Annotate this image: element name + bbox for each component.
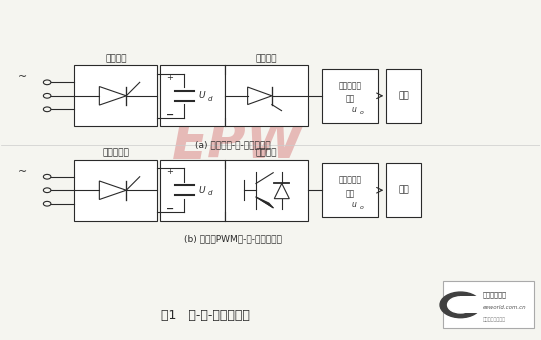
Text: 单相或三相: 单相或三相 — [338, 81, 361, 90]
Text: o: o — [360, 110, 364, 115]
Text: 不可控整流: 不可控整流 — [102, 149, 129, 158]
Text: +: + — [167, 167, 173, 176]
Bar — [460, 296, 482, 313]
Text: 逆变电路: 逆变电路 — [256, 54, 277, 63]
Text: eeworld.com.cn: eeworld.com.cn — [483, 305, 527, 310]
Bar — [322, 69, 378, 123]
Bar — [225, 160, 308, 221]
Text: 领先电子设计工具: 领先电子设计工具 — [483, 317, 506, 322]
Text: 电子工程世界: 电子工程世界 — [483, 291, 507, 298]
Bar — [386, 69, 421, 123]
Text: u: u — [352, 105, 357, 115]
Text: 可控整流: 可控整流 — [105, 54, 127, 63]
Bar — [160, 160, 225, 221]
Text: U: U — [199, 186, 206, 195]
Text: 逆变电路: 逆变电路 — [256, 149, 277, 158]
Polygon shape — [256, 197, 273, 208]
Text: U: U — [199, 91, 206, 100]
Text: d: d — [207, 96, 212, 102]
Text: 单相或三相: 单相或三相 — [338, 176, 361, 185]
Text: 交流: 交流 — [345, 189, 354, 198]
Text: (a) 普通型交-直-交变频电路: (a) 普通型交-直-交变频电路 — [195, 140, 270, 149]
Text: EPW: EPW — [172, 117, 305, 169]
Circle shape — [440, 292, 481, 318]
Bar — [74, 66, 157, 126]
Text: −: − — [166, 204, 174, 214]
Text: ~: ~ — [18, 167, 28, 177]
Text: (b) 电压型PWM交-直-交变频电路: (b) 电压型PWM交-直-交变频电路 — [184, 235, 282, 244]
Bar — [443, 281, 534, 328]
Bar — [225, 66, 308, 126]
Text: 负载: 负载 — [398, 91, 409, 100]
Bar — [386, 163, 421, 217]
Text: +: + — [167, 73, 173, 82]
Circle shape — [447, 297, 473, 313]
Bar — [160, 66, 225, 126]
Text: d: d — [207, 190, 212, 196]
Text: o: o — [360, 205, 364, 209]
Text: u: u — [352, 200, 357, 209]
Text: 图1   交-直-交变频电路: 图1 交-直-交变频电路 — [161, 308, 250, 322]
Text: −: − — [166, 109, 174, 119]
Bar — [322, 163, 378, 217]
Text: 交流: 交流 — [345, 95, 354, 104]
Bar — [74, 160, 157, 221]
Text: ~: ~ — [18, 72, 28, 82]
Text: 负载: 负载 — [398, 186, 409, 195]
